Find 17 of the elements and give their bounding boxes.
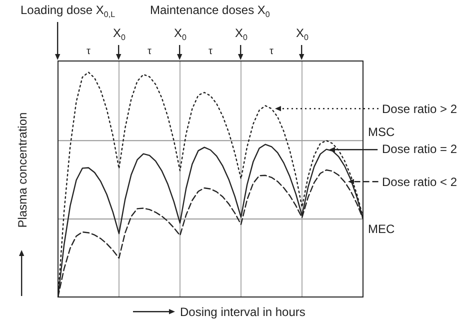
text: Dose ratio > 2 xyxy=(382,102,458,116)
legend-label: Dose ratio = 2 xyxy=(382,142,458,156)
text: X$_{0}$ xyxy=(296,26,308,44)
text: Maintenance doses X$_{0}$ xyxy=(150,2,270,20)
text: τ xyxy=(270,45,274,59)
legend-label: Dose ratio < 2 xyxy=(382,174,458,189)
text: τ xyxy=(148,45,152,59)
ref-line-label: MEC xyxy=(368,222,395,236)
y-axis-title: Plasma concentration xyxy=(15,112,30,228)
text: X$_{0}$ xyxy=(174,26,186,44)
text: X$_{0}$ xyxy=(235,26,248,44)
text: τ xyxy=(208,45,212,59)
text: τ xyxy=(86,45,90,59)
x-axis-title: Dosing interval in hours xyxy=(180,305,306,319)
text: X$_{0}$ xyxy=(113,26,126,44)
text: Loading dose X$_{0,L}$ xyxy=(20,2,116,20)
ref-line-label: MSC xyxy=(368,124,395,139)
